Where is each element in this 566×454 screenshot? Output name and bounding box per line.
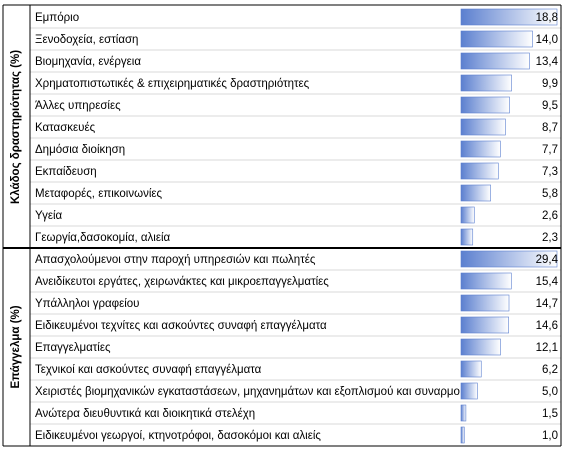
data-bar <box>460 426 465 444</box>
category-label: Ανώτερα διευθυντικά και διοικητικά στελέ… <box>35 408 255 420</box>
value-label: 14,7 <box>536 298 558 310</box>
data-bar <box>460 404 467 422</box>
category-label: Απασχολούμενοι στην παροχή υπηρεσιών και… <box>35 254 316 266</box>
value-label: 14,0 <box>536 34 558 46</box>
data-bar <box>460 360 482 378</box>
data-bar <box>460 206 475 224</box>
value-label: 7,7 <box>542 144 558 156</box>
value-label: 5,8 <box>542 188 558 200</box>
data-bar <box>460 8 558 26</box>
value-label: 9,9 <box>542 78 558 90</box>
value-label: 18,8 <box>536 12 558 24</box>
value-label: 9,5 <box>542 100 558 112</box>
category-label: Υπάλληλοι γραφείου <box>35 298 139 310</box>
value-label: 1,5 <box>542 408 558 420</box>
value-label: 7,3 <box>542 166 558 178</box>
category-label: Άλλες υπηρεσίες <box>35 100 121 112</box>
data-bar <box>460 162 499 180</box>
category-label: Δημόσια διοίκηση <box>35 144 125 156</box>
value-label: 2,6 <box>542 210 558 222</box>
data-bar <box>460 74 512 92</box>
section-label: Επάγγελμα (%) <box>10 305 22 388</box>
data-bar <box>460 96 510 114</box>
category-label: Κατασκευές <box>35 122 96 134</box>
category-label: Εκπαίδευση <box>35 166 97 178</box>
data-bar <box>460 140 501 158</box>
category-label: Τεχνικοί και ασκούντες συναφή επαγγέλματ… <box>35 364 262 376</box>
category-label: Εμπόριο <box>35 12 79 24</box>
category-label: Βιομηχανία, ενέργεια <box>35 56 141 68</box>
data-bar <box>460 294 510 312</box>
data-bar <box>460 250 558 268</box>
value-label: 13,4 <box>536 56 559 68</box>
category-label: Ειδικευμένοι τεχνίτες και ασκούντες συνα… <box>35 320 327 332</box>
value-label: 1,0 <box>542 430 558 442</box>
category-label: Επαγγελματίες <box>35 342 111 354</box>
data-bar <box>460 316 509 334</box>
category-label: Ειδικευμένοι γεωργοί, κτηνοτρόφοι, δασοκ… <box>35 430 321 442</box>
category-label: Ξενοδοχεία, εστίαση <box>35 34 138 46</box>
data-bar <box>460 118 506 136</box>
data-bar <box>460 184 491 202</box>
category-label: Γεωργία,δασοκομία, αλιεία <box>35 232 171 244</box>
value-label: 5,0 <box>542 386 558 398</box>
value-label: 15,4 <box>536 276 559 288</box>
value-label: 6,2 <box>542 364 558 376</box>
category-label: Χρηματοπιστωτικές & επιχειρηματικές δρασ… <box>35 78 310 90</box>
section-label: Κλάδος δραστηριότητας (%) <box>10 50 22 204</box>
value-label: 29,4 <box>536 254 559 266</box>
category-label: Ανειδίκευτοι εργάτες, χειρωνάκτες και μι… <box>35 276 329 288</box>
data-bar <box>460 272 512 290</box>
value-label: 2,3 <box>542 232 558 244</box>
value-label: 8,7 <box>542 122 558 134</box>
data-bar <box>460 30 533 48</box>
value-label: 12,1 <box>536 342 558 354</box>
data-bar <box>460 338 501 356</box>
data-bar <box>460 228 474 246</box>
data-bar <box>460 382 478 400</box>
category-label: Υγεία <box>35 210 63 222</box>
category-label: Χειριστές βιομηχανικών εγκαταστάσεων, μη… <box>35 386 499 398</box>
category-label: Μεταφορές, επικοινωνίες <box>35 188 163 200</box>
data-bar <box>460 52 530 70</box>
value-label: 14,6 <box>536 320 558 332</box>
